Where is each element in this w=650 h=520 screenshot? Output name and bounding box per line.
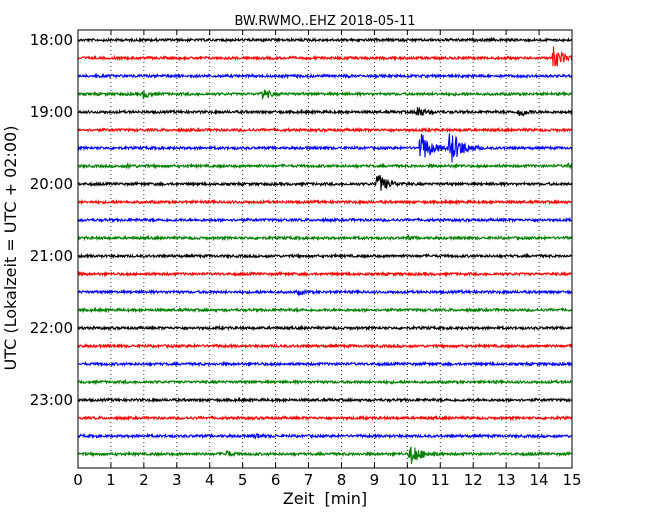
y-tick-label-5: 23:00 — [30, 391, 73, 409]
y-tick-label-4: 22:00 — [30, 319, 73, 337]
x-tick-label-0: 0 — [73, 471, 83, 489]
trace-2215 — [77, 342, 573, 350]
trace-2300 — [77, 396, 573, 404]
trace-1845 — [77, 89, 573, 100]
trace-2030 — [77, 216, 573, 224]
trace-1815 — [77, 46, 573, 67]
trace-1915 — [77, 126, 573, 134]
y-tick-label-3: 21:00 — [30, 247, 73, 265]
x-tick-label-10: 10 — [398, 471, 417, 489]
x-tick-label-3: 3 — [172, 471, 182, 489]
x-tick-label-8: 8 — [337, 471, 347, 489]
x-tick-label-2: 2 — [139, 471, 149, 489]
x-tick-label-13: 13 — [497, 471, 516, 489]
x-tick-label-11: 11 — [431, 471, 450, 489]
y-tick-label-1: 19:00 — [30, 103, 73, 121]
x-axis-label: Zeit [min] — [283, 489, 367, 508]
x-tick-label-9: 9 — [370, 471, 380, 489]
x-tick-label-5: 5 — [238, 471, 248, 489]
x-tick-label-6: 6 — [271, 471, 281, 489]
trace-2200 — [77, 324, 573, 332]
axis-ticks: 0 1 2 3 4 5 6 7 8 9 10 11 12 13 14 1518:0019:0020:0021:… — [30, 30, 582, 489]
trace-2330 — [77, 432, 573, 440]
y-tick-label-0: 18:00 — [30, 31, 73, 49]
trace-1800 — [77, 36, 573, 44]
x-tick-label-4: 4 — [205, 471, 215, 489]
x-tick-label-15: 15 — [562, 471, 581, 489]
grid — [110, 30, 540, 468]
trace-2130 — [77, 288, 573, 298]
y-axis-label: UTC (Lokalzeit = UTC + 02:00) — [1, 126, 20, 371]
traces — [77, 36, 573, 465]
trace-2315 — [77, 414, 573, 422]
x-tick-label-7: 7 — [304, 471, 314, 489]
trace-2345 — [77, 446, 573, 465]
trace-2000 — [77, 175, 573, 191]
trace-2245 — [77, 378, 573, 386]
x-tick-label-1: 1 — [106, 471, 116, 489]
trace-2145 — [77, 306, 573, 314]
plot-frame — [77, 29, 573, 469]
trace-2045 — [77, 234, 573, 242]
x-tick-label-14: 14 — [530, 471, 549, 489]
x-tick-label-12: 12 — [464, 471, 483, 489]
trace-2015 — [77, 198, 573, 206]
trace-1930 — [77, 133, 573, 163]
trace-1945 — [77, 162, 573, 170]
chart-title: BW.RWMO..EHZ 2018-05-11 — [234, 14, 415, 29]
y-tick-label-2: 20:00 — [30, 175, 73, 193]
trace-2100 — [77, 252, 573, 260]
trace-1900 — [77, 106, 573, 117]
trace-2230 — [77, 360, 573, 368]
trace-1830 — [77, 72, 573, 80]
trace-2115 — [77, 270, 573, 278]
